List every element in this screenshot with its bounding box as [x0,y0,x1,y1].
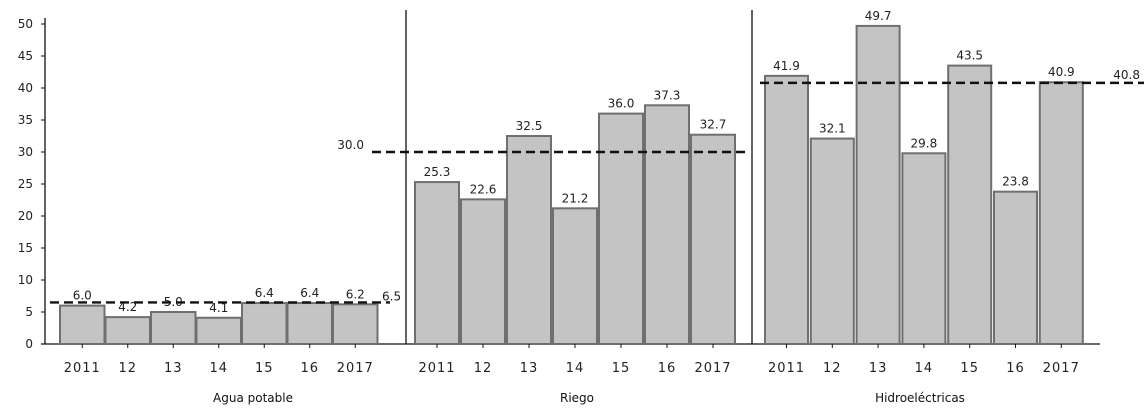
bar [241,302,288,346]
data-label: 29.8 [911,136,938,150]
panel-title: Agua potable [213,391,293,405]
data-label: 6.2 [346,287,365,301]
bar [286,302,333,346]
bar [855,24,901,345]
average-label: 40.8 [1113,68,1140,82]
average-label: 30.0 [337,138,364,152]
average-label: 6.5 [382,289,401,303]
bar [150,311,197,345]
data-label: 49.7 [865,9,892,23]
bar [59,304,106,346]
bar [993,190,1038,345]
bar [901,152,947,345]
bar [506,135,552,345]
y-tick-label: 10 [18,273,33,287]
data-label: 37.3 [654,88,681,102]
y-tick-label: 0 [25,337,33,351]
data-label: 36.0 [608,97,635,111]
panel-title: Hidroeléctricas [875,391,965,405]
data-label: 43.5 [956,49,983,63]
y-tick-label: 15 [18,241,33,255]
data-label: 5.0 [164,295,183,309]
y-tick-label: 25 [18,177,33,191]
bar [552,207,598,345]
bar [690,133,736,345]
bar [1038,81,1084,346]
y-tick-label: 45 [18,49,33,63]
x-tick-label: 13 [869,361,888,376]
bar [644,104,690,345]
x-tick-label: 2017 [694,361,731,376]
x-tick-label: 13 [164,361,183,376]
x-tick-label: 12 [474,361,493,376]
data-label: 6.0 [73,289,92,303]
x-tick-label: 2011 [64,361,101,376]
data-label: 32.1 [819,122,846,136]
y-tick-label: 40 [18,81,33,95]
bar [332,303,379,346]
x-tick-label: 2011 [768,361,805,376]
panel-title: Riego [560,391,594,405]
data-label: 4.2 [118,300,137,314]
x-tick-label: 14 [566,361,585,376]
bar [809,137,855,345]
x-tick-label: 12 [118,361,137,376]
data-label: 6.4 [300,286,319,300]
data-label: 4.1 [209,301,228,315]
bar [947,64,993,345]
x-tick-label: 16 [658,361,677,376]
x-tick-label: 14 [915,361,934,376]
y-tick-label: 20 [18,209,33,223]
data-label: 23.8 [1002,175,1029,189]
bar [104,316,151,345]
y-tick-label: 30 [18,145,33,159]
y-tick-label: 5 [25,305,33,319]
x-tick-label: 14 [209,361,228,376]
x-tick-label: 2017 [337,361,374,376]
bar [764,74,809,345]
data-label: 32.5 [516,119,543,133]
x-tick-label: 15 [612,361,631,376]
x-tick-label: 2017 [1043,361,1080,376]
bar [460,198,506,345]
y-tick-label: 35 [18,113,33,127]
x-tick-label: 12 [823,361,842,376]
x-tick-label: 2011 [418,361,455,376]
data-label: 22.6 [470,182,497,196]
y-tick-label: 50 [18,17,33,31]
data-label: 6.4 [255,286,274,300]
x-tick-label: 15 [255,361,274,376]
x-tick-label: 15 [960,361,979,376]
data-label: 40.9 [1048,65,1075,79]
bar [414,181,460,345]
data-label: 32.7 [700,118,727,132]
data-label: 41.9 [773,59,800,73]
bar [195,316,242,346]
x-tick-label: 16 [1006,361,1025,376]
x-tick-label: 13 [520,361,539,376]
data-label: 21.2 [562,191,589,205]
x-tick-label: 16 [300,361,319,376]
data-label: 25.3 [424,165,451,179]
bar [598,112,644,345]
